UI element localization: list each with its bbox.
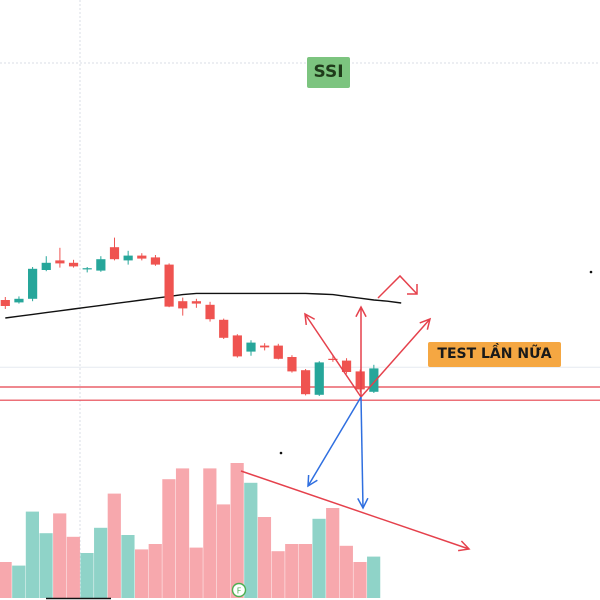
drawings [240,270,593,552]
volume-bar [162,479,176,598]
volume-bar [107,493,121,598]
candle-body [287,357,297,372]
candle-body [219,319,229,338]
bounce-arrow-head [407,284,418,295]
volume-bar [189,547,203,598]
volume-bar [66,536,80,598]
volume-bar [257,517,272,598]
volume-bar [312,518,326,598]
volume-bars [0,463,381,600]
test-arrow-up-head [355,305,367,318]
candle-body [123,255,133,261]
candle-body [82,268,92,270]
candle-body [96,259,106,271]
volume-trend-arrow-head [458,540,471,552]
candle-body [369,368,379,392]
candle-body [41,262,51,270]
volume-bar [148,544,162,598]
candle-body [205,304,215,320]
volume-bar [135,549,149,598]
footer-marker-circle[interactable] [231,582,247,598]
volume-bar [339,545,353,598]
candle-body [109,247,120,260]
note-label[interactable]: TEST LẦN NỮA [428,342,561,367]
volume-bar [285,544,299,598]
volume-bar [25,511,39,598]
volume-bar [367,556,381,598]
markers: F [231,582,247,598]
test-arrow-right-shaft [360,318,431,398]
candle-body [341,360,352,372]
candle-body [28,268,38,299]
volume-bar [271,551,285,598]
candle-body [178,301,188,309]
candle-body [191,301,201,304]
candle-body [55,260,65,264]
volume-bar [53,513,67,598]
volume-arrow-down-shaft [360,396,364,509]
volume-bar [244,482,258,598]
test-arrow-left-head [304,312,316,326]
candle-body [355,371,365,390]
candle-body [137,255,147,259]
candle-body [232,335,242,357]
support-lines [0,366,600,401]
dot-marker [589,270,593,274]
candle-body [301,370,311,395]
moving-average [5,292,402,319]
moving-average-line [5,292,402,319]
candle-body [150,257,161,265]
dot-marker [279,451,283,455]
candle-body [14,298,24,303]
volume-bar [121,535,135,598]
candle-body [246,342,256,352]
volume-arrow-left-head [307,474,318,488]
volume-bar [39,533,53,598]
volume-bar [353,562,367,598]
volume-bar [0,562,12,598]
candles [0,237,379,396]
volume-bar [216,504,231,598]
candle-body [273,345,283,359]
candle-body [260,345,270,348]
candle-body [68,262,79,267]
ticker-label[interactable]: SSI [307,57,350,88]
volume-arrow-down-head [357,497,369,510]
volume-trend-arrow-shaft [240,470,470,550]
candle-body [0,300,10,306]
test-arrow-right-head [419,317,432,330]
volume-bar [80,553,94,598]
candle-body [314,362,324,395]
volume-arrow-left-shaft [307,396,362,487]
volume-bar [94,527,108,598]
volume-bar [326,508,340,598]
volume-bar [230,463,244,598]
bounce-arrow-shaft [377,274,418,299]
candle-body [328,358,338,360]
candle-body [164,264,174,307]
footer-marker-text: F [237,587,242,596]
volume-bar [12,565,26,598]
volume-bar [203,468,217,598]
volume-bar [175,468,190,598]
test-arrow-left-shaft [304,313,362,398]
volume-bar [298,544,312,598]
